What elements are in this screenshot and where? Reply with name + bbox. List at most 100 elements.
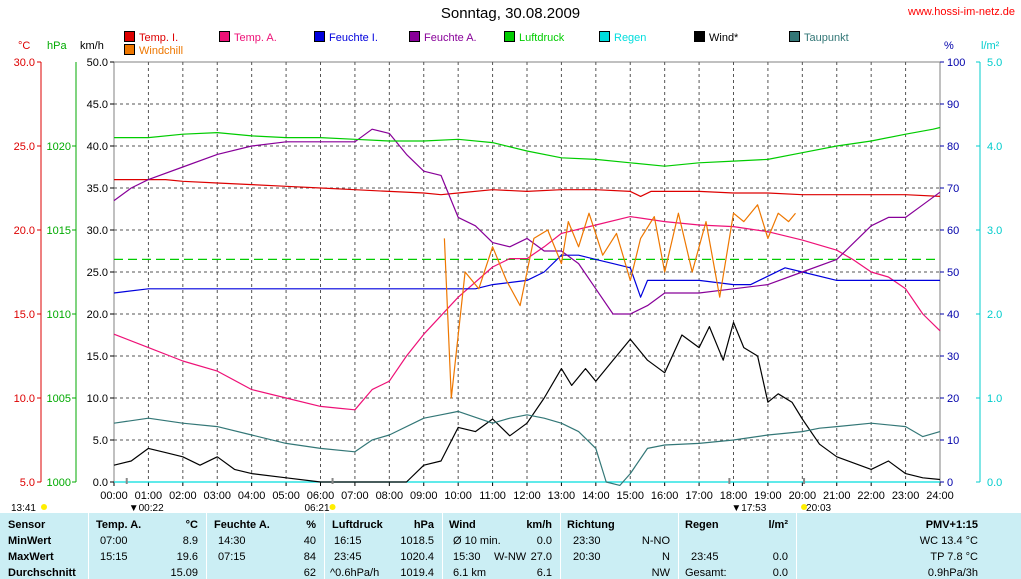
pmv-header: PMV+1:15 <box>925 519 978 531</box>
sun-marker <box>41 504 47 510</box>
y-tick-label-percent: 70 <box>947 183 959 195</box>
rain-total-value: 0.0 <box>772 567 788 579</box>
y-tick-label-kmh: 50.0 <box>87 57 108 69</box>
direction-max-value: N <box>662 551 670 563</box>
legend-item-windchill: Windchill <box>124 44 183 57</box>
weather-chart: 00:00 01:00 02:00 03:00 04:00 05:00 06:00 07:00… <box>11 57 1002 513</box>
temp-min-time: 07:00 <box>100 535 128 547</box>
wind-distance: 6.1 km <box>453 567 487 579</box>
rain-header: Regen <box>685 519 719 531</box>
y-tick-label-hpa: 1005 <box>47 393 71 405</box>
marker-label: 20:03 <box>806 503 831 513</box>
y-tick-label-kmh: 40.0 <box>87 141 108 153</box>
legend-label: Wind* <box>709 32 739 44</box>
humidity-unit: % <box>306 519 316 531</box>
y-tick-label-hpa: 1000 <box>47 477 71 489</box>
series-line-taupunkt <box>113 410 941 486</box>
y-tick-label-rain: 0.0 <box>987 477 1002 489</box>
pressure-avg-value: 1019.4 <box>400 567 434 579</box>
y-tick-label-percent: 80 <box>947 141 959 153</box>
y-tick-label-celsius: 10.0 <box>14 393 35 405</box>
legend-label: Luftdruck <box>519 32 565 44</box>
y-tick-label-hpa: 1010 <box>47 309 71 321</box>
y-tick-label-rain: 2.0 <box>987 309 1002 321</box>
pressure-header: Luftdruck <box>332 519 383 531</box>
x-tick-label: 11:00 <box>479 490 506 502</box>
legend-item-luftdruck: Luftdruck <box>504 31 564 44</box>
legend-swatch <box>504 31 515 42</box>
y-tick-label-kmh: 30.0 <box>87 225 108 237</box>
rain-max-value: 0.0 <box>772 551 788 563</box>
y-tick-label-rain: 1.0 <box>987 393 1002 405</box>
x-tick-label: 17:00 <box>685 490 713 502</box>
y-tick-label-percent: 90 <box>947 99 959 111</box>
legend-swatch <box>694 31 705 42</box>
series-line-windchill <box>443 204 796 399</box>
y-tick-label-celsius: 5.0 <box>20 477 35 489</box>
row-min-label: MinWert <box>8 535 52 547</box>
pressure-trend: ^0.6hPa/h <box>330 567 380 579</box>
unit-kmh: km/h <box>80 40 104 52</box>
rain-max-time: 23:45 <box>691 551 719 563</box>
pressure-min-time: 16:15 <box>334 535 362 547</box>
direction-header: Richtung <box>567 519 615 531</box>
legend-swatch <box>789 31 800 42</box>
legend-swatch <box>599 31 610 42</box>
legend-label: Feuchte A. <box>424 32 477 44</box>
y-tick-label-celsius: 30.0 <box>14 57 35 69</box>
legend-swatch <box>409 31 420 42</box>
x-tick-label: 01:00 <box>135 490 163 502</box>
x-tick-label: 05:00 <box>272 490 300 502</box>
y-tick-label-hpa: 1020 <box>47 141 71 153</box>
y-tick-label-percent: 0 <box>947 477 953 489</box>
x-tick-label: 13:00 <box>548 490 576 502</box>
y-tick-label-percent: 20 <box>947 393 959 405</box>
legend-swatch <box>219 31 230 42</box>
pmv-dewpoint: TP 7.8 °C <box>930 551 978 563</box>
rain-unit: l/m² <box>768 519 788 531</box>
legend-label: Regen <box>614 32 647 44</box>
sensor-header: Sensor <box>8 519 46 531</box>
statistics-footer: Sensor MinWert MaxWert Durchschnitt Temp… <box>0 513 1021 579</box>
direction-max-time: 20:30 <box>573 551 601 563</box>
unit-rain: l/m² <box>981 40 1000 52</box>
y-tick-label-hpa: 1015 <box>47 225 71 237</box>
humidity-min-time: 14:30 <box>218 535 246 547</box>
wind-max-direction: W-NW <box>494 551 527 563</box>
y-tick-label-percent: 100 <box>947 57 965 69</box>
y-tick-label-percent: 10 <box>947 435 959 447</box>
series-line-temp-a <box>113 216 941 411</box>
legend-item-temp-a: Temp. A. <box>219 31 277 44</box>
legend-label: Temp. I. <box>139 32 179 44</box>
x-tick-label: 20:00 <box>789 490 817 502</box>
sun-marker <box>329 504 336 510</box>
y-tick-label-celsius: 15.0 <box>14 309 35 321</box>
pressure-unit: hPa <box>413 519 434 531</box>
y-tick-label-celsius: 25.0 <box>14 141 35 153</box>
y-tick-label-percent: 60 <box>947 225 959 237</box>
legend-item-feuchte-a: Feuchte A. <box>409 31 477 44</box>
temp-max-value: 19.6 <box>176 551 198 563</box>
series-line-luftdruck <box>114 126 941 167</box>
pmv-windchill: WC 13.4 °C <box>919 535 978 547</box>
marker-label: 06:21 <box>305 503 330 513</box>
chart-title: Sonntag, 30.08.2009 <box>440 5 581 22</box>
marker-label: 13:41 <box>11 503 36 513</box>
legend-label: Taupunkt <box>804 32 849 44</box>
series-line-feuchte-i <box>113 254 940 298</box>
y-tick-label-percent: 50 <box>947 267 959 279</box>
x-tick-label: 23:00 <box>892 490 920 502</box>
y-tick-label-celsius: 20.0 <box>14 225 35 237</box>
legend-item-feuchte-i: Feuchte I. <box>314 31 378 44</box>
marker-label: ▼00:22 <box>129 503 164 513</box>
temp-min-value: 8.9 <box>182 535 198 547</box>
x-tick-label: 04:00 <box>238 490 266 502</box>
y-tick-label-kmh: 15.0 <box>87 351 108 363</box>
x-tick-label: 14:00 <box>582 490 610 502</box>
wind-max-value: 27.0 <box>530 551 552 563</box>
humidity-header: Feuchte A. <box>214 519 270 531</box>
row-max-label: MaxWert <box>8 551 54 563</box>
website-url[interactable]: www.hossi-im-netz.de <box>908 6 1015 18</box>
unit-hpa: hPa <box>47 40 67 52</box>
pressure-max-time: 23:45 <box>334 551 362 563</box>
